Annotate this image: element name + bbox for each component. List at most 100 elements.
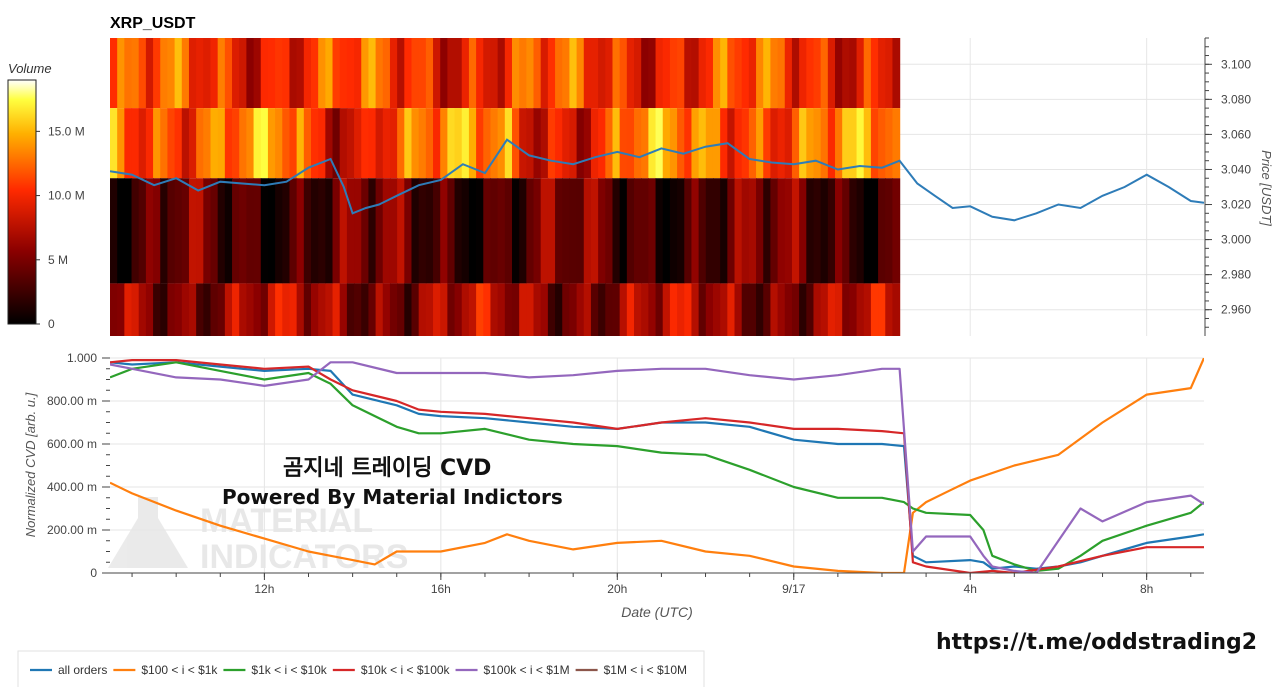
price-axis-label: Price [USDT] [1259, 150, 1274, 226]
heatmap-cell-3-35 [361, 283, 370, 336]
heatmap-cell-3-28 [310, 283, 319, 336]
heatmap-cell-1-46 [440, 108, 448, 179]
heatmap-cell-0-105 [863, 38, 872, 109]
heatmap-cell-2-6 [153, 178, 161, 284]
heatmap-cell-0-78 [669, 38, 678, 109]
cvd-x-tick-label-2: 20h [607, 582, 627, 596]
heatmap-cell-3-66 [583, 283, 592, 336]
heatmap-cell-1-35 [361, 108, 370, 179]
heatmap-cell-3-98 [813, 283, 822, 336]
heatmap-cell-0-39 [389, 38, 398, 109]
heatmap-cell-1-58 [526, 108, 535, 179]
heatmap-cell-2-84 [712, 178, 721, 284]
heatmap-cell-1-4 [138, 108, 147, 179]
legend-item-0[interactable]: all orders [58, 663, 107, 677]
heatmap-cell-2-96 [799, 178, 807, 284]
heatmap-cell-1-108 [885, 108, 894, 179]
heatmap-cell-3-30 [325, 283, 334, 336]
heatmap-cell-3-55 [504, 283, 513, 336]
heatmap-cell-1-94 [784, 108, 793, 179]
heatmap-cell-1-18 [239, 108, 247, 179]
heatmap-cell-1-29 [318, 108, 326, 179]
legend-item-5[interactable]: $1M < i < $10M [604, 663, 687, 677]
legend-item-3[interactable]: $10k < i < $100k [361, 663, 451, 677]
heatmap-cell-3-65 [576, 283, 585, 336]
heatmap-cell-2-69 [605, 178, 614, 284]
heatmap-cell-2-102 [842, 178, 850, 284]
heatmap-cell-2-65 [576, 178, 585, 284]
heatmap-cell-2-31 [332, 178, 341, 284]
heatmap-cell-0-90 [756, 38, 764, 109]
heatmap-cell-0-43 [418, 38, 427, 109]
cvd-x-axis-label: Date (UTC) [621, 604, 693, 620]
heatmap-cell-1-109 [892, 108, 901, 179]
heatmap-cell-2-90 [756, 178, 764, 284]
heatmap-cell-3-91 [763, 283, 772, 336]
heatmap-cell-1-42 [411, 108, 420, 179]
heatmap-cell-1-64 [569, 108, 578, 179]
heatmap-cell-0-31 [332, 38, 341, 109]
heatmap-cell-0-93 [777, 38, 786, 109]
heatmap-cell-3-94 [784, 283, 793, 336]
heatmap-cell-0-42 [411, 38, 420, 109]
cvd-y-axis-label: Normalized CVD [arb. u.] [23, 392, 38, 537]
heatmap-cell-3-6 [153, 283, 161, 336]
heatmap-cell-3-15 [217, 283, 226, 336]
heatmap-cell-1-52 [483, 108, 492, 179]
heatmap-cell-2-78 [669, 178, 678, 284]
heatmap-cell-2-57 [519, 178, 527, 284]
heatmap-cell-1-21 [260, 108, 269, 179]
heatmap-cell-3-0 [110, 283, 118, 336]
heatmap-cell-1-12 [196, 108, 204, 179]
heatmap-cell-3-33 [346, 283, 355, 336]
heatmap-cell-2-53 [490, 178, 499, 284]
heatmap-cell-2-2 [124, 178, 133, 284]
heatmap-cell-0-3 [131, 38, 140, 109]
heatmap-cell-3-5 [145, 283, 154, 336]
heatmap-cell-0-108 [885, 38, 894, 109]
telegram-link[interactable]: https://t.me/oddstrading2 [936, 630, 1258, 655]
heatmap-cell-1-65 [576, 108, 585, 179]
heatmap-cell-2-26 [296, 178, 305, 284]
heatmap-cell-3-43 [418, 283, 427, 336]
heatmap-cell-1-44 [425, 108, 434, 179]
heatmap-cell-1-77 [662, 108, 671, 179]
heatmap-cell-1-38 [382, 108, 391, 179]
legend-item-2[interactable]: $1k < i < $10k [251, 663, 327, 677]
price-tick-label-4: 3.040 [1221, 162, 1251, 176]
heatmap-cell-3-107 [878, 283, 886, 336]
heatmap-cell-2-88 [741, 178, 750, 284]
heatmap-cell-1-99 [820, 108, 829, 179]
heatmap-cell-2-46 [440, 178, 448, 284]
heatmap-cell-0-89 [748, 38, 757, 109]
heatmap-cell-3-29 [318, 283, 326, 336]
heatmap-cell-1-66 [583, 108, 592, 179]
heatmap-cell-2-43 [418, 178, 427, 284]
heatmap-cell-0-32 [339, 38, 348, 109]
heatmap-cell-3-36 [368, 283, 377, 336]
heatmap-cell-0-35 [361, 38, 370, 109]
heatmap-cell-0-107 [878, 38, 886, 109]
heatmap-cell-0-58 [526, 38, 535, 109]
heatmap-cell-2-12 [196, 178, 204, 284]
heatmap-cell-0-4 [138, 38, 147, 109]
heatmap-cell-1-60 [540, 108, 549, 179]
heatmap-cell-1-5 [145, 108, 154, 179]
heatmap-cell-1-84 [712, 108, 721, 179]
heatmap-cell-2-52 [483, 178, 492, 284]
legend-item-4[interactable]: $100k < i < $1M [484, 663, 570, 677]
heatmap-cell-3-24 [282, 283, 291, 336]
heatmap-cell-3-104 [856, 283, 865, 336]
heatmap-cell-2-21 [260, 178, 269, 284]
heatmap-cell-0-101 [835, 38, 843, 109]
heatmap-cell-0-29 [318, 38, 326, 109]
heatmap-cell-3-71 [619, 283, 628, 336]
heatmap-cell-3-22 [267, 283, 276, 336]
heatmap-cell-3-4 [138, 283, 147, 336]
heatmap-cell-0-16 [224, 38, 233, 109]
heatmap-cell-1-74 [641, 108, 649, 179]
legend-item-1[interactable]: $100 < i < $1k [141, 663, 218, 677]
heatmap-cell-3-108 [885, 283, 894, 336]
heatmap-cell-0-27 [303, 38, 312, 109]
heatmap-cell-3-48 [454, 283, 463, 336]
